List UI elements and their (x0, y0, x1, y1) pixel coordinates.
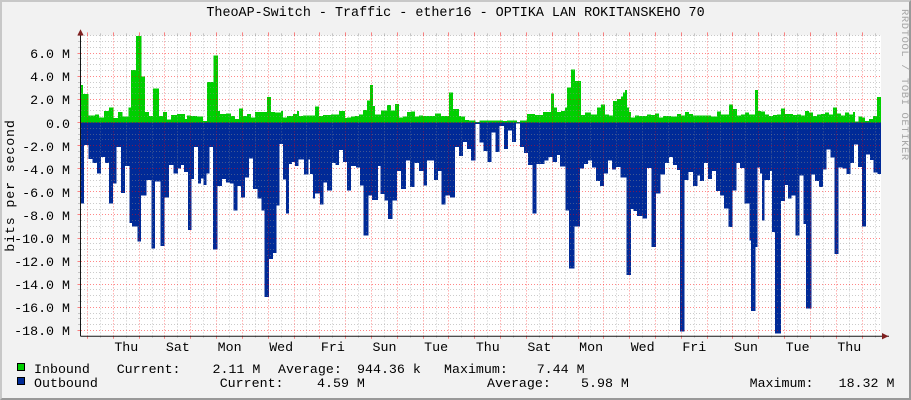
svg-text:RRDTOOL / TOBI OETIKER: RRDTOOL / TOBI OETIKER (898, 9, 910, 161)
